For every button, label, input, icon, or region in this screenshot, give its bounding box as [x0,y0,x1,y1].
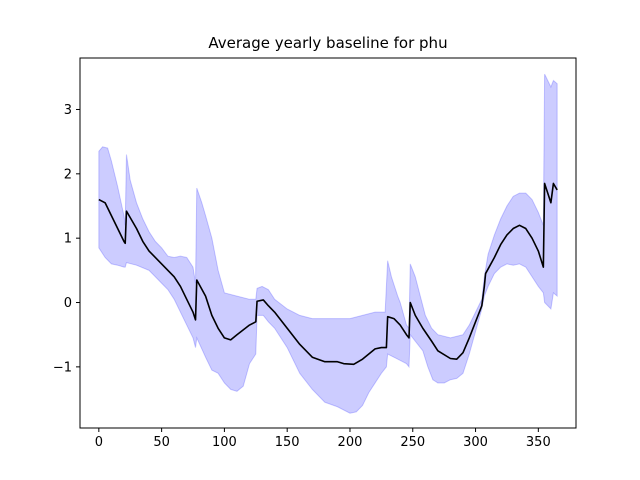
x-tick-label: 50 [153,435,170,450]
confidence-band [98,73,558,414]
x-tick-label: 100 [212,435,237,450]
x-tick-label: 250 [400,435,425,450]
y-tick-label: 2 [64,167,72,182]
mean-line [98,182,558,366]
x-tick-label: 200 [338,435,363,450]
y-axis-ticks: −1 0 1 2 3 [53,103,80,375]
x-axis-ticks: 0 50 100 150 200 250 300 350 [95,428,551,450]
chart-title: Average yearly baseline for phu [208,34,447,52]
x-tick-label: 150 [275,435,300,450]
x-tick-label: 0 [95,435,103,450]
y-tick-label: 0 [64,296,72,311]
y-tick-label: 3 [64,103,72,118]
x-tick-label: 300 [463,435,488,450]
axes-frame [79,57,577,429]
confidence-band-layer [98,73,558,414]
y-tick-label: 1 [64,232,72,247]
mean-line-layer [98,182,558,366]
x-tick-label: 350 [526,435,551,450]
y-tick-label: −1 [53,360,72,375]
